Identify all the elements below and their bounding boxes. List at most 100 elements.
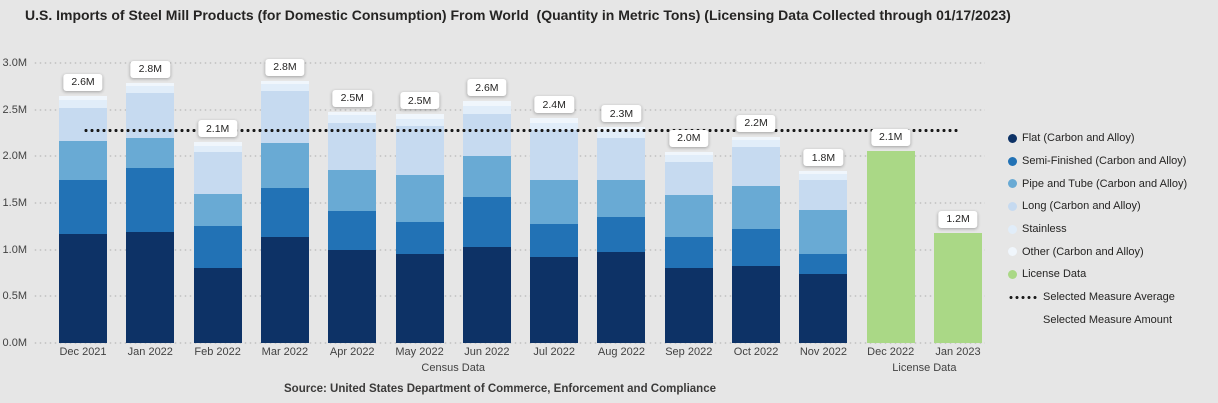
bar-total-label: 2.4M [534, 96, 574, 114]
bar-segment[interactable] [328, 115, 377, 123]
x-axis-label: Jul 2022 [533, 346, 575, 358]
legend-item-label: Other (Carbon and Alloy) [1022, 245, 1144, 258]
legend-item-selected-measure-average[interactable]: Selected Measure Average [1008, 286, 1187, 309]
bar-segment[interactable] [395, 126, 444, 175]
bar-segment[interactable] [59, 95, 107, 101]
bar-segment[interactable] [530, 118, 579, 123]
bar-segment[interactable] [732, 136, 781, 141]
legend-item-long-carbon-and-alloy[interactable]: Long (Carbon and Alloy) [1008, 195, 1187, 218]
bar-segment[interactable] [126, 231, 175, 343]
x-axis-label: Apr 2022 [329, 346, 375, 358]
legend-item-selected-measure-amount[interactable]: Selected Measure Amount [1008, 309, 1187, 332]
bar-segment[interactable] [799, 179, 848, 210]
bar-segment[interactable] [193, 193, 242, 227]
bar-segment[interactable] [462, 114, 511, 157]
bar-segment[interactable] [260, 143, 309, 189]
x-axis-label: Nov 2022 [799, 346, 847, 358]
bar-total-label: 2.5M [399, 92, 440, 110]
x-axis-label: Jun 2022 [464, 346, 510, 358]
x-axis-label: Dec 2021 [59, 346, 107, 358]
legend-item-semi-finished-carbon-and-alloy[interactable]: Semi-Finished (Carbon and Alloy) [1008, 150, 1187, 173]
bar-segment[interactable] [799, 174, 848, 180]
bar-segment[interactable] [530, 122, 579, 131]
bar-segment[interactable] [126, 137, 175, 169]
bar-segment[interactable] [732, 265, 781, 343]
bar-segment[interactable] [260, 84, 309, 91]
bar-segment[interactable] [59, 141, 107, 180]
bar-segment[interactable] [732, 140, 781, 147]
x-axis-label: Aug 2022 [597, 346, 646, 358]
x-axis-label: Jan 2022 [127, 346, 173, 358]
bar-segment[interactable] [732, 186, 781, 230]
bar-segment[interactable] [530, 179, 579, 225]
bar-segment[interactable] [597, 217, 646, 252]
bar-segment[interactable] [866, 150, 915, 343]
bar-segment[interactable] [328, 111, 377, 116]
bar-segment[interactable] [328, 170, 377, 212]
bar-segment[interactable] [193, 151, 242, 194]
bar-total-label: 1.8M [803, 149, 844, 167]
bar-segment[interactable] [799, 254, 848, 274]
legend-circle-icon [1008, 224, 1017, 234]
bar-segment[interactable] [395, 119, 444, 127]
legend-item-license-data[interactable]: License Data [1008, 263, 1187, 286]
source-caption: Source: United States Department of Comm… [284, 383, 716, 395]
legend-item-label: Long (Carbon and Alloy) [1022, 200, 1141, 213]
bar-segment[interactable] [799, 209, 848, 255]
bar-segment[interactable] [462, 246, 511, 343]
bar-segment[interactable] [193, 268, 242, 343]
bar-segment[interactable] [328, 249, 377, 343]
bar-segment[interactable] [732, 147, 781, 187]
bar-segment[interactable] [597, 137, 646, 180]
bar-segment[interactable] [597, 179, 646, 217]
bar-segment[interactable] [260, 236, 309, 343]
bar-segment[interactable] [395, 175, 444, 222]
bar-segment[interactable] [260, 91, 309, 144]
bar-segment[interactable] [260, 80, 309, 85]
bar-segment[interactable] [799, 171, 848, 175]
bar-segment[interactable] [193, 146, 242, 152]
bar-segment[interactable] [664, 161, 713, 195]
average-line [83, 128, 959, 132]
bar-segment[interactable] [462, 156, 511, 198]
bar-segment[interactable] [799, 273, 848, 343]
bar-segment[interactable] [59, 233, 107, 343]
bar-segment[interactable] [530, 224, 579, 258]
axis-group-label: Census Data [421, 362, 485, 374]
bar-segment[interactable] [395, 254, 444, 343]
bar-segment[interactable] [664, 268, 713, 343]
bar-segment[interactable] [664, 155, 713, 162]
legend-item-stainless[interactable]: Stainless [1008, 218, 1187, 241]
bar-segment[interactable] [664, 151, 713, 156]
bar-segment[interactable] [193, 142, 242, 147]
bar-segment[interactable] [59, 179, 107, 234]
bar-segment[interactable] [597, 131, 646, 138]
bar-segment[interactable] [530, 130, 579, 180]
bar-segment[interactable] [664, 194, 713, 237]
bar-segment[interactable] [59, 107, 107, 142]
bar-segment[interactable] [395, 221, 444, 255]
bar-segment[interactable] [328, 211, 377, 250]
bar-segment[interactable] [934, 232, 983, 343]
bar-segment[interactable] [260, 188, 309, 237]
bar-segment[interactable] [59, 100, 107, 108]
legend-item-flat-carbon-and-alloy[interactable]: Flat (Carbon and Alloy) [1008, 127, 1187, 150]
bar-segment[interactable] [126, 168, 175, 232]
bar-segment[interactable] [462, 101, 511, 106]
bar-segment[interactable] [126, 86, 175, 93]
bar-segment[interactable] [530, 257, 579, 343]
bar-segment[interactable] [664, 236, 713, 269]
bar-segment[interactable] [395, 114, 444, 119]
bar-total-label: 2.8M [265, 58, 305, 76]
legend-empty-marker [1008, 318, 1038, 321]
legend-item-label: Stainless [1022, 223, 1067, 236]
bar-segment[interactable] [193, 226, 242, 269]
bar-segment[interactable] [732, 229, 781, 266]
bar-segment[interactable] [597, 251, 646, 343]
bar-segment[interactable] [462, 197, 511, 247]
bar-segment[interactable] [126, 82, 175, 87]
legend-item-other-carbon-and-alloy[interactable]: Other (Carbon and Alloy) [1008, 240, 1187, 263]
legend-item-pipe-and-tube-carbon-and-alloy[interactable]: Pipe and Tube (Carbon and Alloy) [1008, 172, 1187, 195]
bar-total-label: 2.8M [130, 60, 170, 78]
bar-segment[interactable] [462, 105, 511, 115]
